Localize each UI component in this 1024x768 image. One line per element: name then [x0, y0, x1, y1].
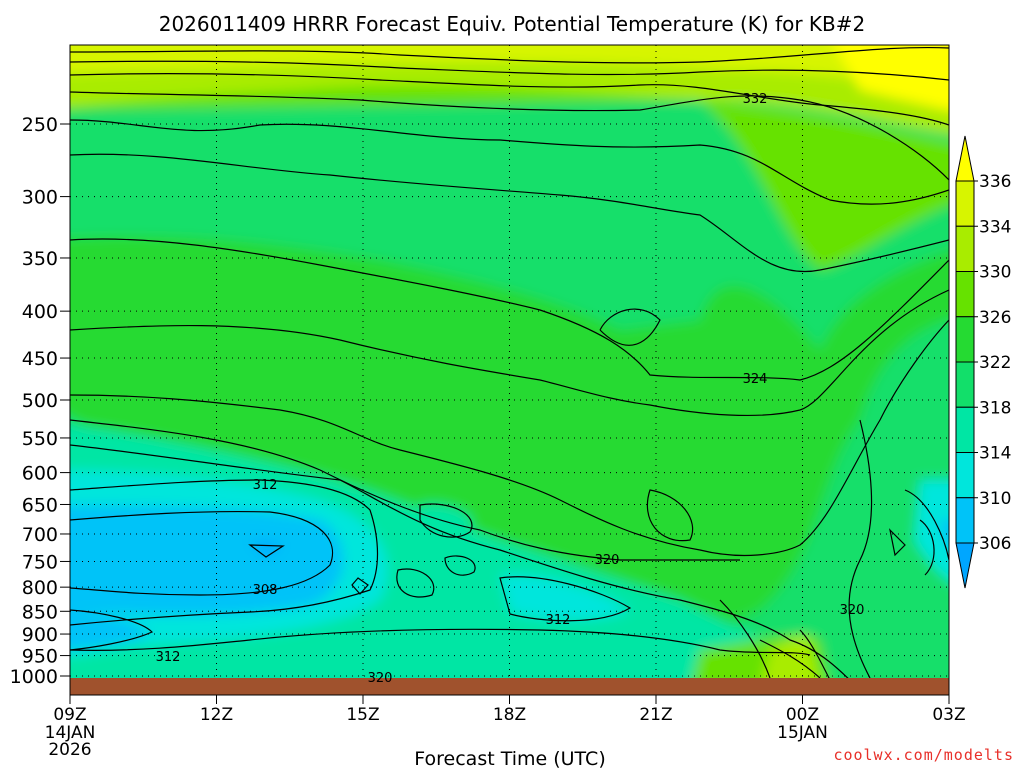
source-credit: coolwx.com/modelts: [833, 746, 1014, 764]
y-tick-label: 400: [22, 301, 58, 323]
colorbar-label: 322: [979, 353, 1011, 373]
colorbar-max-arrow: [955, 135, 975, 182]
colorbar-label: 318: [979, 398, 1011, 418]
colorbar-segment: [955, 452, 975, 499]
y-tick-label: 850: [22, 601, 58, 623]
colorbar-segment: [955, 225, 975, 272]
colorbar-label: 314: [979, 444, 1011, 464]
x-tick-label: 15Z: [346, 705, 379, 725]
contour-label: 312: [546, 613, 571, 628]
y-tick-label: 450: [22, 348, 58, 370]
x-tick-label: 21Z: [639, 705, 672, 725]
y-tick-label: 900: [22, 624, 58, 646]
x-tick-label: 09Z: [53, 705, 86, 725]
y-tick-label: 300: [22, 187, 58, 209]
contour-label: 320: [595, 553, 620, 568]
x-tick-label: 00Z: [786, 705, 819, 725]
colorbar-label: 306: [979, 534, 1011, 554]
colorbar-min-arrow: [955, 542, 975, 589]
y-tick-label: 750: [22, 551, 58, 573]
contour-label: 320: [840, 603, 865, 618]
y-tick-label: 250: [22, 114, 58, 136]
y-tick-label: 500: [22, 390, 58, 412]
colorbar-segment: [955, 180, 975, 227]
y-tick-label: 950: [22, 646, 58, 668]
colorbar-label: 336: [979, 172, 1011, 192]
x-tick-sublabel: 15JAN: [777, 723, 828, 743]
contour-label: 320: [368, 671, 393, 686]
x-tick-sublabel: 2026: [48, 740, 91, 760]
colorbar-segment: [955, 497, 975, 544]
colorbar-label: 334: [979, 217, 1011, 237]
colorbar-label: 330: [979, 263, 1011, 283]
y-tick-label: 550: [22, 428, 58, 450]
y-tick-label: 350: [22, 248, 58, 270]
x-axis-title: Forecast Time (UTC): [414, 748, 605, 768]
colorbar-segment: [955, 316, 975, 363]
y-tick-label: 600: [22, 463, 58, 485]
contour-label: 308: [253, 583, 278, 598]
ground-terrain: [70, 678, 949, 695]
x-tick-label: 12Z: [200, 705, 233, 725]
x-tick-sublabel: 14JAN: [45, 723, 96, 743]
colorbar: 336 334 330 326 322 318 314 310 306: [955, 135, 1011, 589]
y-tick-label: 650: [22, 494, 58, 516]
colorbar-label: 310: [979, 489, 1011, 509]
colorbar-segment: [955, 271, 975, 318]
chart-title: 2026011409 HRRR Forecast Equiv. Potentia…: [159, 12, 866, 36]
y-tick-label: 1000: [10, 666, 58, 688]
x-tick-label: 03Z: [932, 705, 965, 725]
y-tick-label: 700: [22, 524, 58, 546]
y-tick-label: 800: [22, 577, 58, 599]
colorbar-segment: [955, 361, 975, 408]
contour-label: 324: [743, 372, 768, 387]
contour-label: 332: [743, 92, 768, 107]
y-axis: 2503003504004505005506006507007508008509…: [10, 114, 70, 688]
x-tick-label: 18Z: [493, 705, 526, 725]
colorbar-label: 326: [979, 308, 1011, 328]
colorbar-segment: [955, 406, 975, 453]
contour-label: 312: [156, 650, 181, 665]
contour-label: 312: [253, 478, 278, 493]
plot-area: [70, 45, 949, 678]
